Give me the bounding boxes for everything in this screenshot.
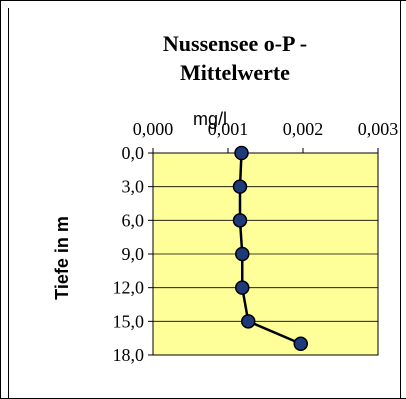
chart-title-line2: Mittelwerte <box>180 60 290 85</box>
y-tick-label: 9,0 <box>122 244 145 264</box>
data-point <box>234 180 247 193</box>
x-tick-label: 0,002 <box>283 119 324 139</box>
chart-title-line1: Nussensee o-P - <box>163 31 307 56</box>
data-point <box>235 147 248 160</box>
x-tick-label: 0,000 <box>133 119 174 139</box>
data-point <box>294 337 307 350</box>
x-axis-ticks: 0,000 0,001 0,002 0,003 <box>133 119 399 153</box>
y-tick-label: 0,0 <box>122 143 145 163</box>
y-axis-label: Tiefe in m <box>52 216 72 300</box>
x-tick-label: 0,003 <box>358 119 399 139</box>
y-tick-label: 15,0 <box>113 311 145 331</box>
y-tick-label: 12,0 <box>113 278 145 298</box>
y-tick-label: 6,0 <box>122 210 145 230</box>
data-point <box>242 315 255 328</box>
x-axis-unit-label: mg/l <box>193 109 227 129</box>
y-axis-ticks: 0,0 3,0 6,0 9,0 12,0 15,0 18,0 <box>113 143 154 365</box>
data-point <box>236 281 249 294</box>
data-point <box>234 214 247 227</box>
y-tick-label: 3,0 <box>122 177 145 197</box>
data-point <box>236 248 249 261</box>
y-tick-label: 18,0 <box>113 345 145 365</box>
